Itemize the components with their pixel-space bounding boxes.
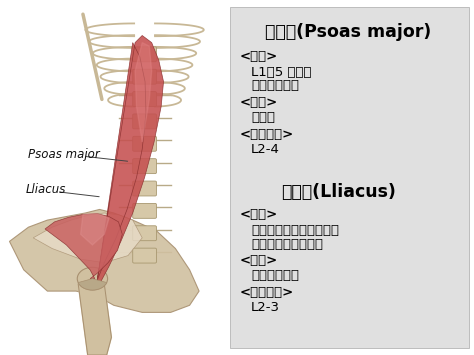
Text: <神経支配>: <神経支配>: [239, 128, 293, 141]
FancyBboxPatch shape: [133, 226, 156, 241]
Polygon shape: [33, 213, 142, 263]
Text: <神経支配>: <神経支配>: [239, 286, 293, 299]
Bar: [0, 0, 232, 355]
FancyBboxPatch shape: [133, 203, 156, 218]
Polygon shape: [81, 214, 109, 245]
FancyBboxPatch shape: [133, 159, 156, 174]
Text: 小転子: 小転子: [251, 111, 275, 124]
Text: 腸骨窩・腸骨稜・仙骨・: 腸骨窩・腸骨稜・仙骨・: [251, 224, 339, 237]
FancyBboxPatch shape: [133, 181, 156, 196]
Polygon shape: [9, 209, 199, 312]
Polygon shape: [135, 43, 152, 142]
Polygon shape: [45, 214, 122, 279]
Polygon shape: [95, 36, 164, 288]
Text: L1～5 横突起: L1～5 横突起: [251, 66, 312, 79]
FancyBboxPatch shape: [133, 114, 156, 129]
Text: <起始>: <起始>: [239, 50, 278, 63]
Text: L2-3: L2-3: [251, 301, 280, 313]
Text: 仙腸靭帯・腸腰靭帯: 仙腸靭帯・腸腰靭帯: [251, 238, 323, 251]
Text: <起始>: <起始>: [239, 208, 278, 221]
FancyBboxPatch shape: [133, 248, 156, 263]
Circle shape: [77, 267, 108, 290]
Text: 小転子・骨幹: 小転子・骨幹: [251, 269, 299, 282]
Text: 椎体・椎間板: 椎体・椎間板: [251, 80, 299, 92]
Polygon shape: [78, 284, 111, 355]
FancyBboxPatch shape: [133, 47, 156, 62]
Wedge shape: [78, 279, 107, 290]
Text: Lliacus: Lliacus: [26, 184, 66, 196]
Text: Psoas major: Psoas major: [28, 148, 100, 161]
FancyBboxPatch shape: [230, 7, 469, 348]
FancyBboxPatch shape: [133, 69, 156, 84]
Text: <停止>: <停止>: [239, 255, 278, 267]
Text: L2-4: L2-4: [251, 143, 280, 155]
FancyBboxPatch shape: [133, 92, 156, 106]
FancyBboxPatch shape: [133, 136, 156, 151]
Text: 腸骨筋(Lliacus): 腸骨筋(Lliacus): [282, 183, 396, 201]
Text: 大腰筋(Psoas major): 大腰筋(Psoas major): [265, 23, 431, 41]
Text: <停止>: <停止>: [239, 97, 278, 109]
